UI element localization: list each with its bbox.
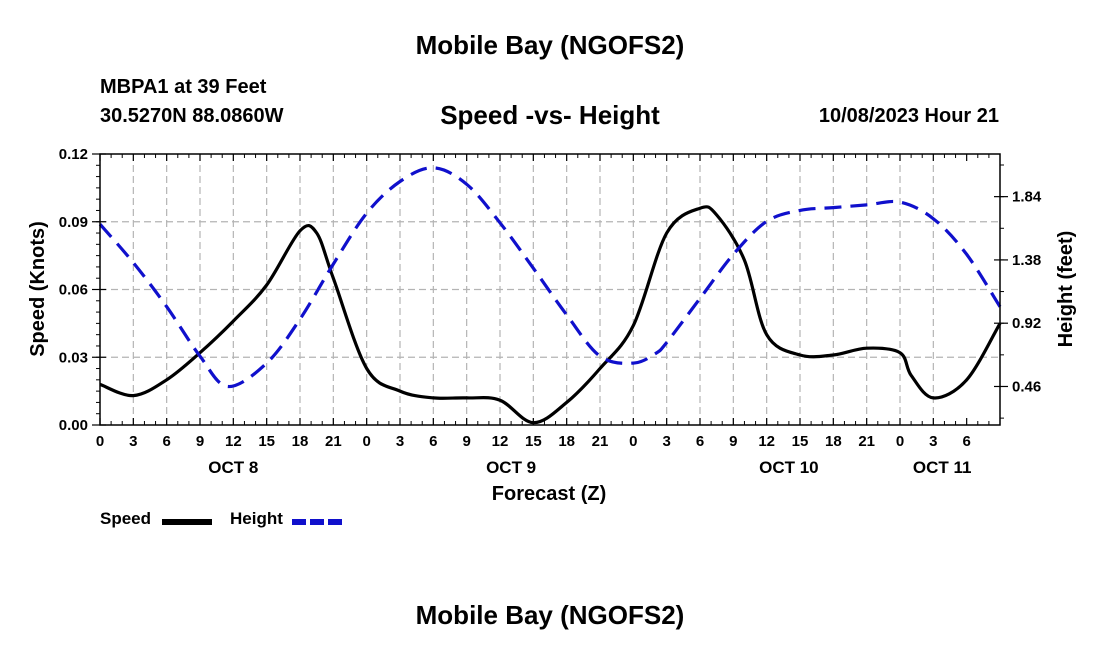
x-axis-label: Forecast (Z)	[492, 483, 606, 505]
axes: 0 3 6 9 12 15 18 21 0 3 6 9 12 15 18 21 0 3 6 9 12 15 18 21 0 3 6 0…	[59, 146, 1042, 477]
x-tick-label: 21	[592, 433, 609, 450]
x-tick-label: 18	[825, 433, 842, 450]
x-tick-label: 9	[729, 433, 737, 450]
footer-title: Mobile Bay (NGOFS2)	[415, 600, 685, 630]
station-label: MBPA1 at 39 Feet	[100, 76, 267, 98]
x-tick-label: 15	[525, 433, 542, 450]
y-tick-label: 0.06	[59, 282, 88, 299]
y2-tick-label: 0.92	[1012, 315, 1041, 332]
x-tick-label: 6	[429, 433, 437, 450]
legend-speed-label: Speed	[100, 509, 152, 528]
x-tick-label: 21	[858, 433, 875, 450]
x-tick-label: 3	[929, 433, 937, 450]
date-label: OCT 9	[486, 458, 536, 477]
x-tick-label: 0	[362, 433, 370, 450]
y2-tick-label: 0.46	[1012, 378, 1041, 395]
series-line-speed	[99, 205, 1002, 425]
x-tick-label: 0	[96, 433, 104, 450]
y2-tick-label: 1.38	[1012, 252, 1041, 269]
series-group	[98, 166, 1002, 425]
series-line-height	[98, 166, 1002, 389]
forecast-datetime: 10/08/2023 Hour 21	[818, 105, 999, 127]
chart-title: Mobile Bay (NGOFS2)	[415, 30, 685, 60]
x-tick-label: 0	[896, 433, 904, 450]
x-tick-label: 18	[292, 433, 309, 450]
y-tick-label: 0.09	[59, 214, 88, 231]
y2-tick-label: 1.84	[1012, 189, 1042, 206]
date-label: OCT 10	[759, 458, 819, 477]
x-tick-label: 6	[696, 433, 704, 450]
x-tick-label: 6	[962, 433, 970, 450]
y2-axis-label: Height (feet)	[1055, 231, 1077, 348]
x-tick-label: 12	[225, 433, 242, 450]
x-tick-label: 12	[492, 433, 509, 450]
x-tick-label: 3	[662, 433, 670, 450]
date-label: OCT 11	[913, 458, 972, 477]
grid	[100, 154, 1000, 425]
y-tick-label: 0.00	[59, 417, 88, 434]
legend-speed-swatch	[162, 519, 212, 525]
y-tick-label: 0.03	[59, 349, 88, 366]
date-label: OCT 8	[208, 458, 258, 477]
x-tick-label: 0	[629, 433, 637, 450]
y-tick-label: 0.12	[59, 146, 88, 163]
x-tick-label: 3	[129, 433, 137, 450]
legend-height-swatch	[292, 519, 342, 525]
x-tick-label: 3	[396, 433, 404, 450]
x-tick-label: 21	[325, 433, 342, 450]
x-tick-label: 18	[558, 433, 575, 450]
x-tick-label: 12	[758, 433, 775, 450]
station-coordinates: 30.5270N 88.0860W	[100, 105, 284, 127]
x-tick-label: 15	[258, 433, 275, 450]
chart-subtitle: Speed -vs- Height	[440, 100, 660, 130]
x-tick-label: 9	[462, 433, 470, 450]
y-axis-label: Speed (Knots)	[27, 221, 49, 357]
legend-height-label: Height	[230, 509, 283, 528]
x-tick-label: 9	[196, 433, 204, 450]
x-tick-label: 15	[792, 433, 809, 450]
x-tick-label: 6	[162, 433, 170, 450]
